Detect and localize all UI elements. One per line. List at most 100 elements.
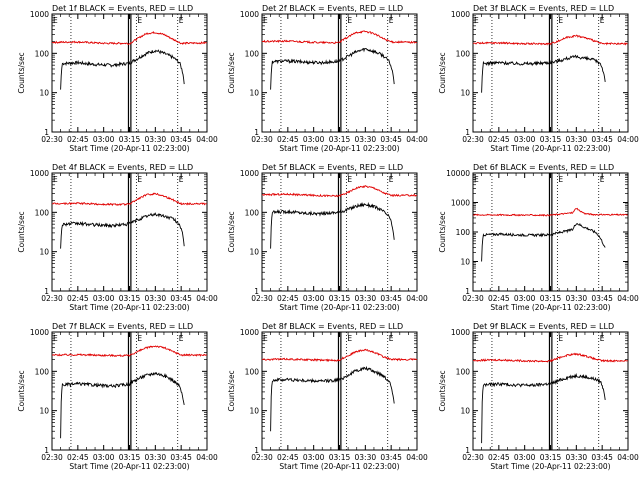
x-tick-label: 03:30 [355, 294, 377, 303]
y-axis-label: Counts/sec [17, 211, 26, 252]
lld-series-line [473, 352, 628, 363]
x-tick-label: 03:45 [380, 453, 402, 462]
panel-title: Det 7f BLACK = Events, RED = LLD [52, 322, 193, 331]
x-tick-label: 04:00 [617, 294, 639, 303]
plot-frame [261, 172, 418, 292]
x-tick-label: 03:00 [303, 453, 325, 462]
event-marker-label: E [558, 16, 563, 25]
x-tick-label: 04:00 [196, 294, 218, 303]
x-tick-label: 03:30 [566, 453, 588, 462]
y-tick-label: 10 [249, 407, 259, 416]
panel-title: Det 2f BLACK = Events, RED = LLD [262, 4, 403, 13]
y-tick-label: 1000 [451, 10, 470, 19]
plot-frame [472, 331, 629, 451]
y-tick-label: 10 [460, 89, 470, 98]
y-tick-label: 1000 [30, 328, 49, 337]
event-marker-label: E [558, 175, 563, 184]
y-tick-label: 1000 [240, 10, 259, 19]
events-series-line [60, 212, 185, 249]
x-tick-label: 03:00 [93, 135, 115, 144]
y-tick-label: 1 [44, 128, 49, 137]
event-marker-label: E [347, 16, 352, 25]
panel-4: Det 4f BLACK = Events, RED = LLD 1 10 100 10… [17, 163, 218, 312]
event-marker-label: E [347, 175, 352, 184]
y-tick-label: 10 [249, 89, 259, 98]
y-tick-label: 1000 [30, 169, 49, 178]
y-tick-label: 1000 [30, 10, 49, 19]
event-marker-label: E [179, 16, 184, 25]
panel-title: Det 3f BLACK = Events, RED = LLD [473, 4, 614, 13]
event-marker-label: E [474, 16, 479, 25]
y-tick-label: 100 [35, 367, 50, 376]
y-tick-label: 1000 [240, 169, 259, 178]
y-tick-label: 100 [456, 228, 471, 237]
event-marker-label: E [389, 16, 394, 25]
lld-series-line [52, 192, 207, 207]
event-marker-label: E [179, 175, 184, 184]
x-tick-label: 03:15 [329, 453, 351, 462]
y-tick-label: 10 [460, 258, 470, 267]
x-tick-label: 02:30 [462, 294, 484, 303]
x-tick-label: 02:30 [251, 135, 273, 144]
events-series-line [481, 372, 606, 444]
panel-2: Det 2f BLACK = Events, RED = LLD 1 10 100 10… [227, 4, 428, 153]
lld-series-line [262, 30, 417, 45]
x-tick-label: 03:15 [119, 294, 141, 303]
y-tick-label: 100 [456, 49, 471, 58]
panel-title: Det 8f BLACK = Events, RED = LLD [262, 322, 403, 331]
plot-frame [51, 331, 208, 451]
y-tick-label: 1 [465, 128, 470, 137]
y-tick-label: 10 [39, 89, 49, 98]
x-tick-label: 03:45 [380, 135, 402, 144]
event-marker-label: E [558, 334, 563, 343]
x-tick-label: 02:45 [488, 294, 510, 303]
event-marker-label: E [53, 16, 58, 25]
x-tick-label: 02:45 [277, 294, 299, 303]
y-tick-label: 1 [465, 287, 470, 296]
y-tick-label: 1 [465, 446, 470, 455]
x-tick-label: 03:45 [170, 453, 192, 462]
x-tick-label: 03:45 [591, 135, 613, 144]
x-tick-label: 03:15 [329, 135, 351, 144]
event-marker-label: E [600, 16, 605, 25]
y-tick-label: 100 [35, 49, 50, 58]
panel-5: Det 5f BLACK = Events, RED = LLD 1 10 100 10… [227, 163, 428, 312]
event-marker-label: E [474, 334, 479, 343]
x-tick-label: 03:30 [145, 294, 167, 303]
x-tick-label: 03:00 [514, 135, 536, 144]
x-tick-label: 04:00 [196, 135, 218, 144]
event-marker-label: E [263, 175, 268, 184]
y-tick-label: 1 [254, 287, 259, 296]
y-axis-label: Counts/sec [227, 52, 236, 93]
events-series-line [270, 47, 395, 90]
panel-title: Det 5f BLACK = Events, RED = LLD [262, 163, 403, 172]
x-tick-label: 03:30 [355, 135, 377, 144]
panel-title: Det 9f BLACK = Events, RED = LLD [473, 322, 614, 331]
event-marker-label: E [179, 334, 184, 343]
y-tick-label: 100 [245, 49, 260, 58]
x-tick-label: 03:45 [591, 294, 613, 303]
event-marker-label: E [474, 175, 479, 184]
x-tick-label: 03:00 [93, 453, 115, 462]
plot-frame [261, 331, 418, 451]
y-axis-label: Counts/sec [438, 52, 447, 93]
lld-series-line [262, 348, 417, 363]
y-tick-label: 1000 [451, 199, 470, 208]
events-series-line [270, 201, 395, 249]
y-tick-label: 1000 [451, 328, 470, 337]
y-tick-label: 100 [456, 367, 471, 376]
x-tick-label: 04:00 [196, 453, 218, 462]
plot-frame [51, 172, 208, 292]
panel-title: Det 6f BLACK = Events, RED = LLD [473, 163, 614, 172]
panel-1: Det 1f BLACK = Events, RED = LLD 1 10 100 10… [17, 4, 218, 153]
x-tick-label: 03:15 [329, 294, 351, 303]
event-marker-label: E [600, 175, 605, 184]
x-tick-label: 03:30 [566, 294, 588, 303]
lld-series-line [473, 207, 628, 217]
x-tick-label: 03:30 [566, 135, 588, 144]
x-tick-label: 04:00 [617, 135, 639, 144]
x-tick-label: 03:00 [93, 294, 115, 303]
x-axis-label: Start Time (20-Apr-11 02:23:00) [69, 144, 189, 153]
x-tick-label: 03:45 [170, 135, 192, 144]
